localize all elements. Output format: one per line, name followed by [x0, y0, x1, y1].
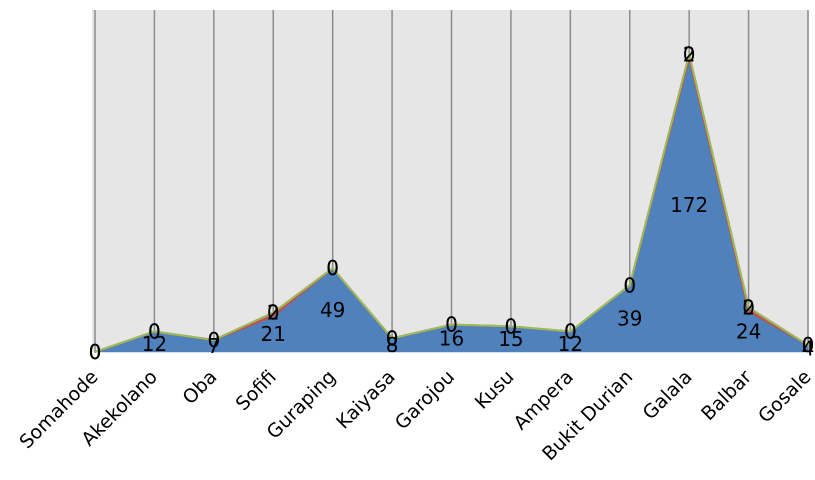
x-tick-label: Sofifi — [232, 366, 281, 415]
x-tick-label: Kusu — [471, 366, 519, 414]
data-label: 0 — [802, 333, 815, 357]
data-label: 0 — [207, 328, 220, 352]
x-tick-label: Gosale — [754, 366, 815, 427]
data-label: 7 — [207, 334, 220, 358]
data-label: 0 — [326, 256, 339, 280]
data-label: 0 — [505, 314, 518, 338]
data-label: 0 — [505, 314, 518, 338]
data-label: 2 — [683, 42, 696, 66]
data-label: 4 — [802, 337, 815, 361]
data-label: 0 — [326, 256, 339, 280]
data-label: 0 — [89, 340, 102, 364]
data-label: 21 — [261, 322, 286, 346]
data-label: 0 — [386, 326, 399, 350]
data-label: 0 — [148, 319, 161, 343]
data-label: 12 — [558, 332, 583, 356]
data-label: 0 — [386, 326, 399, 350]
data-label: 0 — [623, 273, 636, 297]
data-label: 0 — [89, 340, 102, 364]
data-label: 0 — [564, 319, 577, 343]
data-label: 172 — [670, 193, 708, 217]
data-label: 39 — [617, 307, 642, 331]
x-tick-label: Balbar — [697, 366, 756, 425]
data-label: 0 — [445, 313, 458, 337]
series-areas — [94, 53, 809, 353]
series-area-3 — [94, 53, 809, 353]
data-label: 49 — [320, 298, 345, 322]
x-tick-label: Kaiyasa — [332, 366, 400, 434]
data-label: 24 — [736, 319, 761, 343]
data-label: 0 — [683, 42, 696, 66]
data-label: 12 — [142, 332, 167, 356]
data-label: 0 — [564, 319, 577, 343]
data-label: 0 — [207, 328, 220, 352]
data-label: 0 — [267, 301, 280, 325]
x-tick-label: Garojou — [391, 366, 459, 434]
data-label: 0 — [89, 340, 102, 364]
data-label: 0 — [623, 273, 636, 297]
data-label: 0 — [445, 313, 458, 337]
x-tick-label: Oba — [178, 366, 221, 409]
data-label: 15 — [498, 327, 523, 351]
data-label: 0 — [802, 333, 815, 357]
data-label: 2 — [742, 296, 755, 320]
x-tick-label: Galala — [639, 366, 697, 424]
data-label: 0 — [148, 319, 161, 343]
data-label: 16 — [439, 326, 464, 350]
data-label: 0 — [742, 296, 755, 320]
data-label: 2 — [267, 301, 280, 325]
data-label: 8 — [386, 333, 399, 357]
